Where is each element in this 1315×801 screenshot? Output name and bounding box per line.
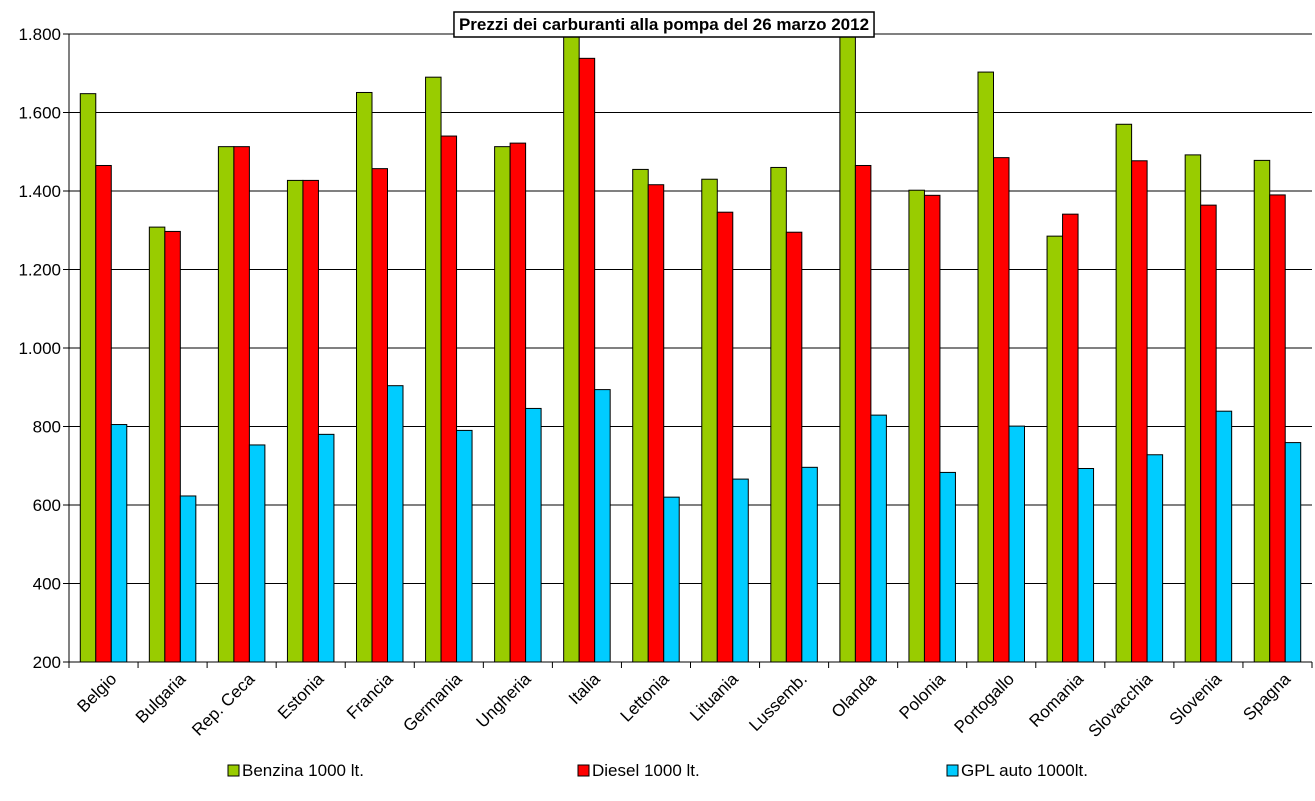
- legend-swatch: [946, 764, 959, 777]
- bar: [1215, 410, 1233, 663]
- bar: [1184, 154, 1202, 663]
- bar: [732, 478, 749, 663]
- bar: [317, 433, 335, 663]
- x-tick-label: Polonia: [895, 669, 949, 723]
- bar: [1008, 425, 1025, 663]
- bar: [1253, 159, 1271, 663]
- x-tick-label: Olanda: [828, 669, 881, 722]
- bar: [440, 135, 458, 663]
- x-tick-label: Ungheria: [472, 669, 535, 732]
- bar: [578, 57, 596, 663]
- bar: [839, 33, 856, 663]
- bar: [179, 495, 197, 663]
- x-tick-label: Slovacchia: [1085, 669, 1157, 741]
- x-tick-label: Slovenia: [1166, 669, 1226, 729]
- bar: [509, 142, 527, 663]
- bar: [939, 471, 956, 663]
- bar: [1077, 467, 1095, 663]
- bar: [248, 444, 266, 663]
- bar: [594, 389, 611, 663]
- x-tick-label: Francia: [343, 669, 397, 723]
- bar: [1062, 213, 1079, 663]
- bar: [923, 194, 941, 663]
- bar: [801, 466, 818, 663]
- bar: [716, 211, 734, 663]
- bar: [1269, 194, 1286, 663]
- bar: [1146, 454, 1164, 663]
- bar: [356, 91, 373, 663]
- bar: [494, 146, 511, 663]
- bar: [148, 226, 166, 663]
- bar: [1131, 160, 1148, 663]
- bar: [456, 429, 473, 663]
- bar: [164, 230, 181, 663]
- y-tick-label: 1.400: [18, 182, 61, 201]
- legend-swatch: [227, 764, 240, 777]
- y-tick-label: 400: [33, 575, 61, 594]
- bar: [1115, 123, 1133, 663]
- legend-label: GPL auto 1000lt.: [961, 761, 1088, 780]
- y-tick-label: 600: [33, 496, 61, 515]
- bar: [1284, 442, 1302, 663]
- x-tick-label: Lituania: [686, 669, 742, 725]
- bar: [302, 179, 319, 663]
- legend: Benzina 1000 lt. Diesel 1000 lt. GPL auto …: [227, 761, 1088, 780]
- x-tick-label: Lussemb.: [745, 669, 811, 735]
- x-tick-label: Bulgaria: [132, 669, 190, 727]
- bar: [217, 146, 235, 663]
- bar: [233, 146, 250, 663]
- x-tick-label: Germania: [399, 669, 466, 736]
- chart-title-group: Prezzi dei carburanti alla pompa del 26 …: [453, 11, 875, 38]
- bar: [95, 164, 112, 663]
- bar: [663, 496, 680, 663]
- bar: [854, 164, 872, 663]
- bar: [770, 166, 787, 663]
- x-tick-label: Lettonia: [617, 669, 674, 726]
- bar: [993, 157, 1010, 663]
- y-tick-label: 200: [33, 653, 61, 672]
- bar: [1046, 235, 1064, 663]
- legend-label: Benzina 1000 lt.: [242, 761, 364, 780]
- x-tick-label: Rep. Ceca: [188, 669, 259, 740]
- x-tick-label: Estonia: [274, 669, 328, 723]
- y-tick-label: 1.600: [18, 104, 61, 123]
- y-tick-label: 1.800: [18, 25, 61, 44]
- chart-title: Prezzi dei carburanti alla pompa del 26 …: [459, 15, 869, 34]
- bar: [371, 168, 388, 663]
- legend-label: Diesel 1000 lt.: [592, 761, 700, 780]
- bar: [870, 414, 887, 663]
- bar: [647, 184, 665, 663]
- bar: [110, 424, 128, 663]
- bar: [632, 168, 649, 663]
- x-tick-label: Portogallo: [951, 669, 1019, 737]
- x-tick-label: Romania: [1026, 669, 1088, 731]
- bar: [525, 407, 542, 663]
- bar: [425, 76, 442, 663]
- x-tick-label: Italia: [565, 669, 604, 708]
- bar: [286, 179, 304, 663]
- y-tick-label: 1.200: [18, 261, 61, 280]
- legend-swatch: [577, 764, 590, 777]
- x-tick-label: Spagna: [1239, 669, 1294, 724]
- bar: [701, 178, 718, 663]
- x-tick-label: Belgio: [73, 669, 120, 716]
- y-tick-label: 800: [33, 418, 61, 437]
- bar: [1200, 204, 1217, 663]
- chart-title-box: [453, 11, 875, 38]
- bar: [79, 93, 97, 663]
- bar: [563, 33, 580, 663]
- y-tick-label: 1.000: [18, 339, 61, 358]
- bar: [977, 71, 994, 663]
- bar: [387, 385, 404, 663]
- bar: [785, 231, 803, 663]
- bar: [908, 189, 925, 663]
